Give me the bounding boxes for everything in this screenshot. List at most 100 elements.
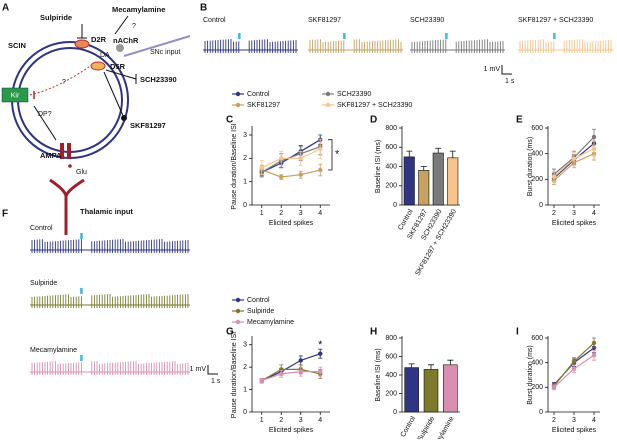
x-tick-label: Control (400, 415, 418, 438)
error-bar (449, 150, 456, 158)
legend-label: Mecamylamine (247, 319, 294, 326)
error-bar (447, 359, 454, 365)
bar (418, 170, 430, 206)
panel-label: H (370, 327, 377, 338)
membrane-inner (17, 47, 123, 153)
error-bar (408, 363, 415, 368)
sch-line (105, 69, 137, 80)
y-axis-label: Baseline ISI (ms) (375, 348, 382, 401)
trace-title: SKF81297 (308, 17, 341, 24)
legend-label: SKF81297 (247, 102, 280, 109)
x-tick-label: 2 (279, 417, 283, 424)
y-tick-label: 0 (539, 409, 543, 416)
scale-t: 1 s (505, 78, 515, 85)
point (571, 156, 577, 161)
d5r-label: D5R (110, 62, 126, 71)
y-tick-label: 200 (531, 176, 543, 183)
y-tick-label: 200 (385, 183, 397, 190)
annotation: * (318, 339, 323, 351)
dp-label: DP? (38, 111, 52, 118)
x-tick-label: 4 (592, 417, 596, 424)
x-tick-label: 2 (279, 210, 283, 217)
stimulus (445, 33, 448, 39)
significance-bracket (328, 139, 333, 171)
x-tick-label: 4 (592, 210, 596, 217)
trace-title: SKF81297 + SCH23390 (518, 17, 593, 24)
x-tick-label: 1 (260, 417, 264, 424)
panel-label: D (370, 115, 377, 126)
d2r-receptor (74, 39, 90, 49)
annotation: * (335, 149, 340, 161)
bar (423, 369, 439, 413)
point (279, 371, 284, 377)
y-tick-label: 200 (531, 384, 543, 391)
point (279, 174, 284, 180)
y-axis-label: Pause duration/Baseline ISI (231, 332, 238, 418)
thalamic-axon (49, 178, 85, 235)
y-tick-label: 0 (539, 202, 543, 209)
series-line (261, 146, 321, 173)
y-tick-label: 1 (243, 386, 247, 393)
legend-marker (235, 308, 241, 314)
trace-title: Mecamylamine (30, 347, 77, 354)
trace (518, 39, 613, 53)
trace (410, 39, 505, 53)
thalamic-label: Thalamic input (80, 207, 133, 216)
series-line (261, 371, 321, 382)
scale-bar (501, 65, 512, 75)
y-tick-label: 1 (243, 179, 247, 186)
legend-marker (235, 297, 241, 303)
y-tick-label: 400 (531, 360, 543, 367)
legend-marker (235, 102, 241, 108)
y-axis-label: Pause duration/Baseline ISI (231, 123, 238, 209)
series-line (261, 353, 321, 382)
x-axis-label: Elicited spikes (552, 427, 597, 434)
nachr (116, 44, 124, 52)
channel (1, 87, 29, 103)
stimulus (80, 233, 83, 239)
x-axis-label: Elicited spikes (269, 427, 314, 434)
bar (447, 157, 459, 206)
legend-label: Control (247, 91, 270, 98)
scale-v: 1 mV (190, 366, 207, 373)
panel-label: I (516, 327, 519, 338)
point (551, 174, 557, 179)
point (298, 172, 303, 177)
x-tick-label: 4 (318, 210, 322, 217)
point (279, 156, 284, 161)
x-tick-label: 1 (260, 210, 264, 217)
x-axis-label: Elicited spikes (269, 220, 314, 227)
ampa-left (60, 143, 64, 159)
y-tick-label: 2 (243, 364, 247, 371)
error-bar (428, 364, 434, 370)
error-bar (406, 150, 413, 157)
trace (30, 294, 190, 308)
diagram: SCIN Kir ? D2R Sulpiride Mecamylamine ? … (1, 5, 191, 235)
channel-label: Kir (11, 92, 20, 99)
stimulus (238, 33, 241, 39)
panel-label: B (200, 3, 207, 14)
trace-title: Control (203, 17, 226, 24)
point (259, 165, 264, 170)
x-tick-label: 3 (572, 210, 576, 217)
scale-v: 1 mV (484, 66, 501, 73)
y-tick-label: 400 (531, 151, 543, 158)
point (591, 353, 597, 358)
y-tick-label: 600 (531, 335, 543, 342)
skf-dot (121, 115, 127, 121)
panel-label: G (226, 327, 234, 338)
y-tick-label: 800 (385, 335, 397, 342)
skf-label: SKF81297 (130, 121, 166, 130)
x-tick-label: 3 (572, 417, 576, 424)
x-tick-label: 4 (318, 417, 322, 424)
y-axis-label: Baseline ISI (ms) (375, 140, 382, 193)
x-tick-label: Sulpiride (417, 415, 437, 439)
panel-label: A (2, 3, 9, 14)
y-tick-label: 600 (385, 353, 397, 360)
glu-dot (68, 164, 72, 168)
mecamylamine-label: Mecamylamine (112, 5, 165, 14)
legend-marker (325, 102, 331, 108)
panel-label: F (2, 209, 8, 220)
y-tick-label: 400 (385, 163, 397, 170)
point (318, 351, 323, 356)
